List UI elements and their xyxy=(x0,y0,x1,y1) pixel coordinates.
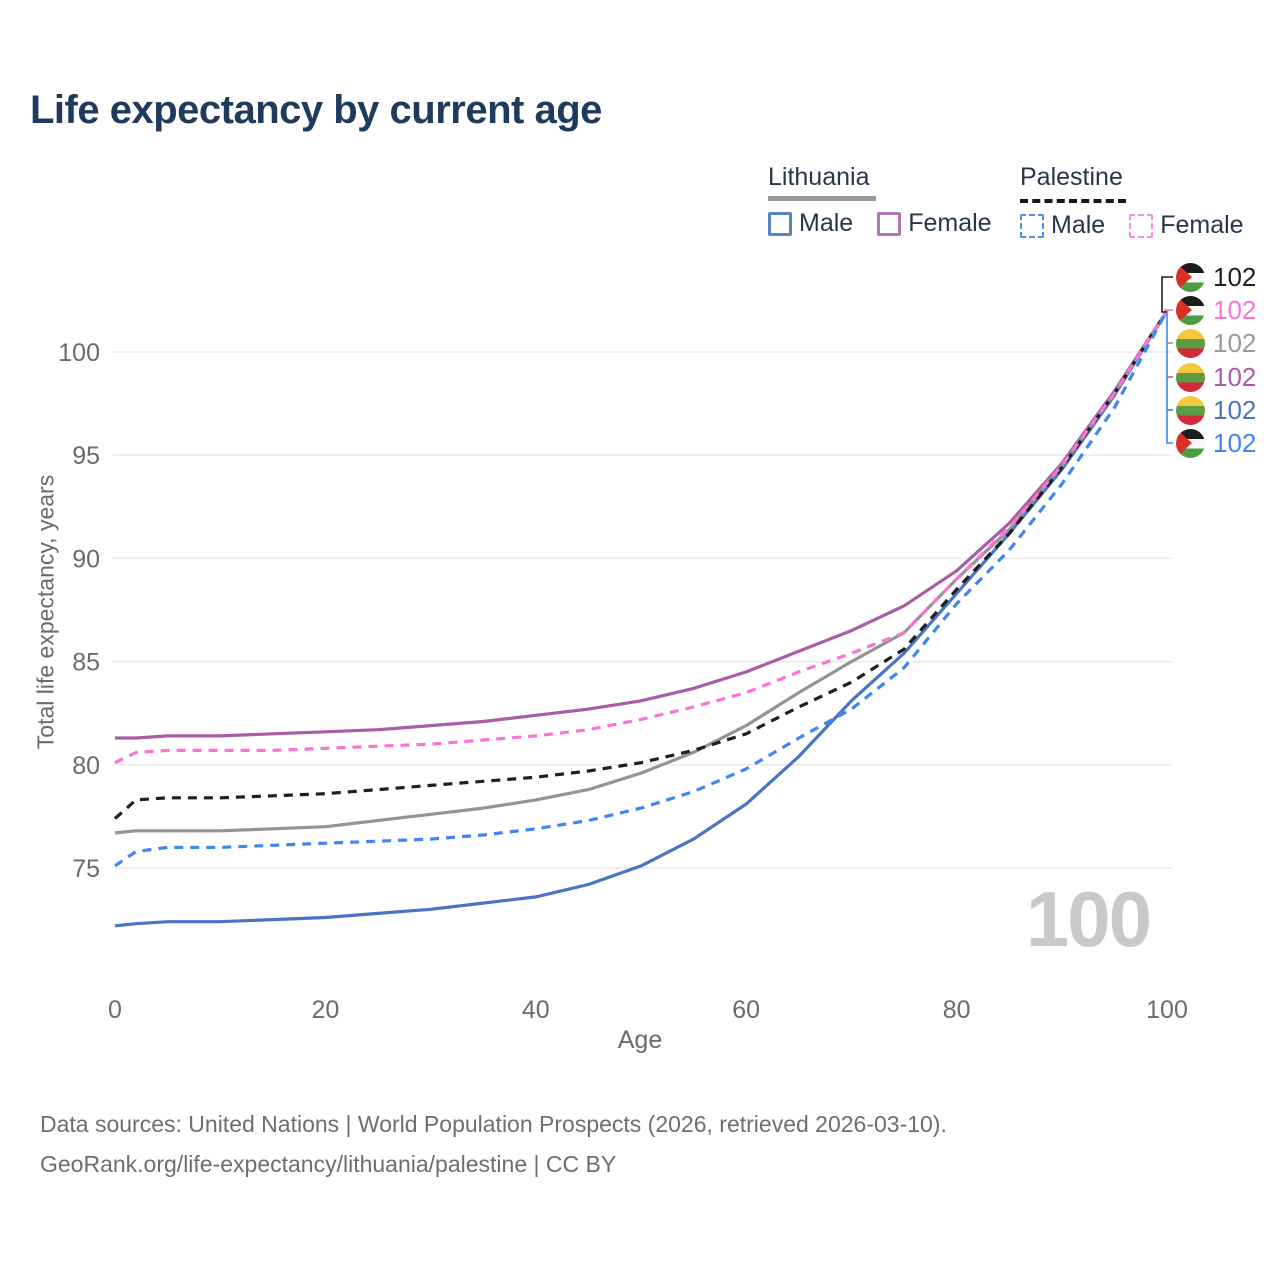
checkbox-palestine-male-icon xyxy=(1020,213,1044,238)
lithuania-flag-icon xyxy=(1176,395,1205,425)
end-value: 102 xyxy=(1213,361,1257,392)
legend-country-lithuania-label: Lithuania xyxy=(768,163,870,191)
svg-text:100: 100 xyxy=(1146,996,1188,1024)
page-title: Life expectancy by current age xyxy=(30,88,602,132)
checkbox-lithuania-male-icon xyxy=(768,211,792,236)
svg-text:80: 80 xyxy=(943,996,971,1024)
end-label-row: 102 xyxy=(1176,328,1256,358)
svg-text:90: 90 xyxy=(72,545,100,573)
svg-text:75: 75 xyxy=(72,855,100,883)
palestine-flag-icon xyxy=(1176,262,1205,292)
svg-text:100: 100 xyxy=(58,339,100,367)
palestine-flag-icon xyxy=(1176,428,1205,458)
lithuania-flag-icon xyxy=(1176,328,1205,358)
end-label-row: 102 xyxy=(1176,362,1256,392)
svg-text:40: 40 xyxy=(522,996,550,1024)
data-sources-note: Data sources: United Nations | World Pop… xyxy=(40,1111,947,1137)
legend-label-palestine-female: Female xyxy=(1160,211,1244,239)
end-value: 102 xyxy=(1213,294,1257,325)
legend-group-palestine: Palestine Male Female xyxy=(1020,163,1244,240)
x-axis-title: Age xyxy=(617,1026,663,1054)
age-counter-watermark: 100 xyxy=(1025,875,1152,963)
end-label-row: 102 xyxy=(1176,395,1256,425)
lithuania-flag-icon xyxy=(1176,362,1205,392)
legend-label-lithuania-female: Female xyxy=(908,209,992,237)
end-value: 102 xyxy=(1213,427,1257,458)
end-value: 102 xyxy=(1213,327,1257,358)
legend-label-lithuania-male: Male xyxy=(799,209,854,237)
svg-text:80: 80 xyxy=(72,752,100,780)
end-value: 102 xyxy=(1213,261,1257,292)
legend-toggle-lithuania-male[interactable]: Male xyxy=(768,209,853,238)
legend-label-palestine-male: Male xyxy=(1051,211,1106,239)
lithuania-solid-line-swatch xyxy=(768,196,876,201)
legend-country-lithuania[interactable]: Lithuania xyxy=(768,163,876,201)
legend-country-palestine[interactable]: Palestine xyxy=(1020,163,1126,203)
legend-group-lithuania: Lithuania Male Female xyxy=(768,163,992,238)
legend-toggle-palestine-female[interactable]: Female xyxy=(1129,211,1244,240)
svg-text:20: 20 xyxy=(311,996,339,1024)
legend-toggle-lithuania-female[interactable]: Female xyxy=(877,209,992,238)
footer: Data sources: United Nations | World Pop… xyxy=(40,1104,947,1184)
end-value: 102 xyxy=(1213,394,1257,425)
legend-toggle-palestine-male[interactable]: Male xyxy=(1020,211,1105,240)
checkbox-palestine-female-icon xyxy=(1129,213,1154,238)
svg-text:85: 85 xyxy=(72,649,100,677)
legend-country-palestine-label: Palestine xyxy=(1020,163,1123,191)
palestine-dashed-line-swatch xyxy=(1020,199,1126,203)
palestine-flag-icon xyxy=(1176,295,1205,325)
end-label-row: 102 xyxy=(1176,262,1256,292)
svg-text:0: 0 xyxy=(108,996,122,1024)
svg-text:60: 60 xyxy=(732,996,760,1024)
svg-text:95: 95 xyxy=(72,442,100,470)
end-label-row: 102 xyxy=(1176,295,1256,325)
attribution-link[interactable]: GeoRank.org/life-expectancy/lithuania/pa… xyxy=(40,1151,617,1177)
end-label-row: 102 xyxy=(1176,428,1256,458)
checkbox-lithuania-female-icon xyxy=(877,211,902,236)
